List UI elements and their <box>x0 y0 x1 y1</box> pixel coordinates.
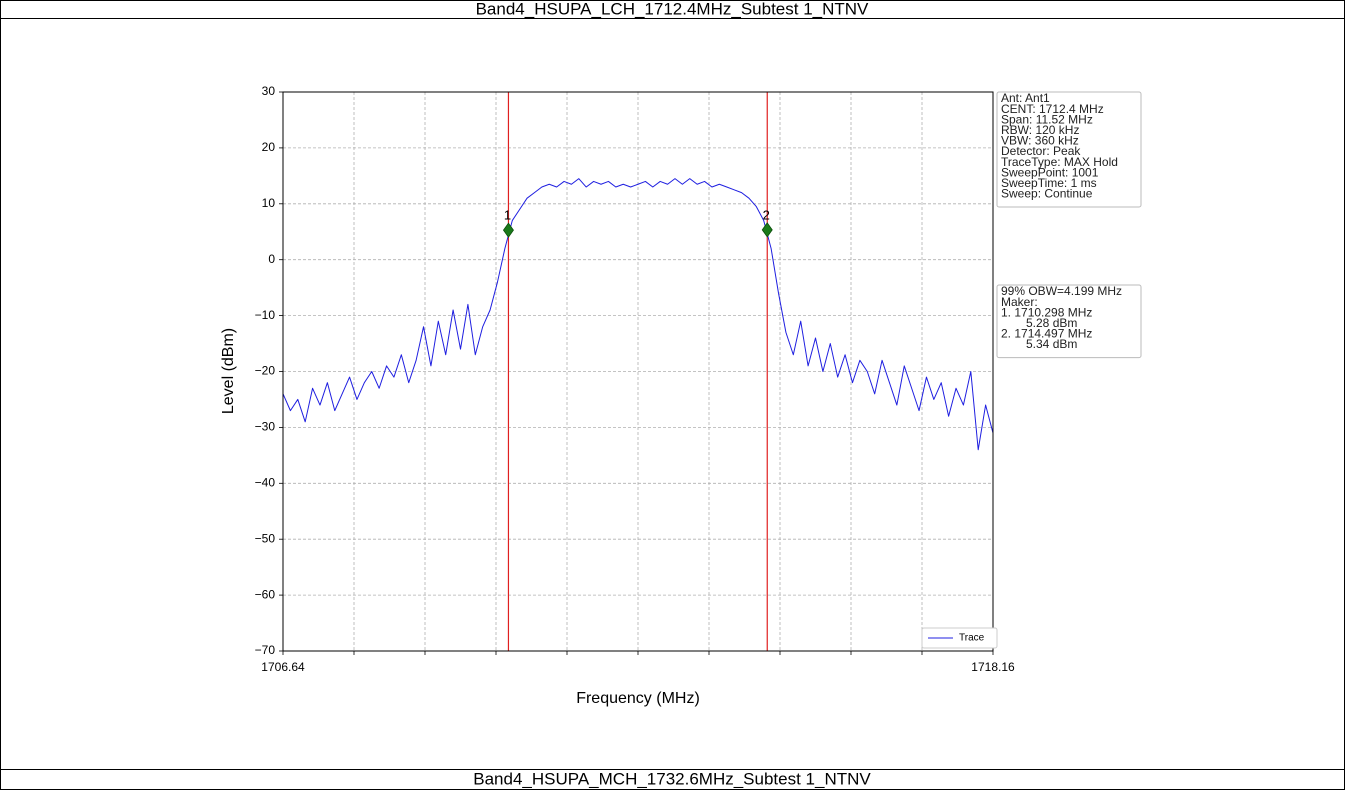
settings-box <box>996 91 1142 208</box>
y-tick-label: 10 <box>262 196 276 210</box>
result-box <box>996 284 1142 359</box>
x-tick-label: 1706.64 <box>261 660 305 674</box>
obw-line: 99% OBW=4.199 MHz <box>1001 284 1122 298</box>
marker-point <box>502 222 514 238</box>
trace-line <box>282 178 994 451</box>
y-tick-label: −60 <box>255 587 276 601</box>
settings-line: Sweep: Continue <box>1001 187 1093 201</box>
legend-label: Trace <box>959 633 985 644</box>
settings-line: Detector: Peak <box>1001 144 1081 158</box>
marker-title: Maker: <box>1001 295 1038 309</box>
plot-frame <box>282 91 994 652</box>
settings-line: Ant: Ant1 <box>1001 91 1050 105</box>
marker-point <box>761 222 773 238</box>
marker-freq: 2. 1714.497 MHz <box>1001 327 1092 341</box>
x-axis-label: Frequency (MHz) <box>576 690 700 707</box>
settings-line: CENT: 1712.4 MHz <box>1001 102 1104 116</box>
settings-line: RBW: 120 kHz <box>1001 123 1079 137</box>
y-tick-label: −70 <box>255 643 276 657</box>
y-tick-label: −30 <box>255 420 276 434</box>
settings-line: Span: 11.52 MHz <box>1001 112 1093 126</box>
settings-line: VBW: 360 kHz <box>1001 134 1079 148</box>
marker-label: 1 <box>504 208 511 223</box>
settings-line: SweepTime: 1 ms <box>1001 176 1097 190</box>
header-title: Band4_HSUPA_LCH_1712.4MHz_Subtest 1_NTNV <box>476 0 869 18</box>
y-tick-label: −50 <box>255 531 276 545</box>
legend-box <box>921 627 998 649</box>
footer-title: Band4_HSUPA_MCH_1732.6MHz_Subtest 1_NTNV <box>473 769 871 788</box>
y-tick-label: 30 <box>262 84 276 98</box>
y-axis-label: Level (dBm) <box>220 328 237 414</box>
settings-line: SweepPoint: 1001 <box>1001 165 1099 179</box>
marker-level: 5.34 dBm <box>1026 337 1077 351</box>
y-tick-label: −10 <box>255 308 276 322</box>
settings-line: TraceType: MAX Hold <box>1001 155 1118 169</box>
x-tick-label: 1718.16 <box>971 660 1015 674</box>
marker-label: 2 <box>763 207 770 222</box>
y-tick-label: −40 <box>255 475 276 489</box>
marker-level: 5.28 dBm <box>1026 316 1077 330</box>
y-tick-label: 20 <box>262 140 276 154</box>
marker-freq: 1. 1710.298 MHz <box>1001 305 1092 319</box>
y-tick-label: −20 <box>255 364 276 378</box>
y-tick-label: 0 <box>268 252 275 266</box>
